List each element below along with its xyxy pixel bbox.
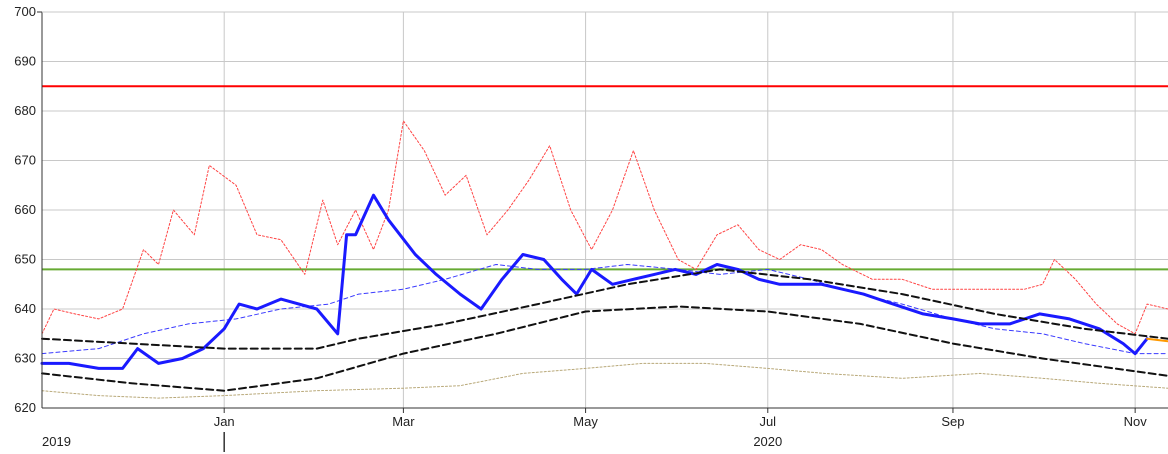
series-line-5 [41, 268, 1168, 350]
series-line-2 [41, 264, 1168, 355]
series-line-3 [40, 193, 1149, 370]
y-tick-label: 620 [14, 400, 36, 415]
y-tick-label: 650 [14, 252, 36, 267]
x-tick-label: Nov [1124, 414, 1148, 429]
y-tick-label: 690 [14, 54, 36, 69]
y-tick-label: 630 [14, 351, 36, 366]
series-line-4 [1146, 337, 1168, 343]
year-label: 2019 [42, 434, 71, 449]
x-tick-label: Mar [392, 414, 415, 429]
y-tick-label: 680 [14, 103, 36, 118]
y-tick-label: 660 [14, 202, 36, 217]
y-tick-label: 640 [14, 301, 36, 316]
year-labels: 2019 2020 [42, 432, 782, 452]
y-axis-ticks: 700 690 680 670 660 650 640 630 620 [14, 4, 36, 415]
y-tick-label: 700 [14, 4, 36, 19]
x-tick-label: Jan [214, 414, 235, 429]
series-line-1 [41, 120, 1168, 335]
x-tick-label: Sep [941, 414, 964, 429]
y-tick-label: 670 [14, 153, 36, 168]
series-line-7 [41, 362, 1168, 399]
year-label: 2020 [753, 434, 782, 449]
reference-lines [42, 85, 1168, 271]
grid [42, 11, 1168, 409]
x-tick-label: Jul [759, 414, 776, 429]
x-tick-label: May [573, 414, 598, 429]
series-line-6 [41, 305, 1168, 392]
x-axis-ticks: Jan Mar May Jul Sep Nov [214, 408, 1147, 429]
series-group [40, 120, 1168, 399]
plot-frame [37, 11, 1168, 409]
